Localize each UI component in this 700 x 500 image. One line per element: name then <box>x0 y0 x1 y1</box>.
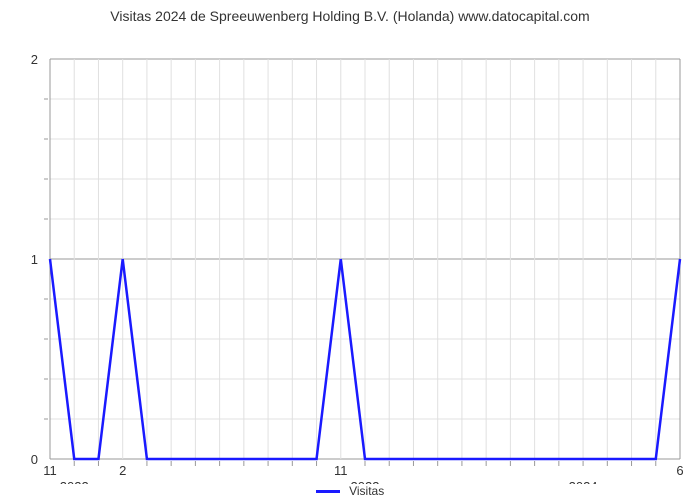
svg-text:0: 0 <box>31 452 38 467</box>
svg-text:11: 11 <box>43 463 57 478</box>
chart-container: Visitas 2024 de Spreeuwenberg Holding B.… <box>0 0 700 500</box>
legend-label: Visitas <box>349 484 384 498</box>
legend-swatch <box>316 490 340 493</box>
chart-title: Visitas 2024 de Spreeuwenberg Holding B.… <box>0 0 700 24</box>
svg-text:2: 2 <box>31 52 38 67</box>
line-chart: 012112116202220232024 <box>0 24 700 484</box>
svg-text:11: 11 <box>334 463 348 478</box>
svg-text:1: 1 <box>31 252 38 267</box>
svg-text:2: 2 <box>119 463 126 478</box>
svg-text:6: 6 <box>676 463 683 478</box>
chart-legend: Visitas <box>0 484 700 498</box>
